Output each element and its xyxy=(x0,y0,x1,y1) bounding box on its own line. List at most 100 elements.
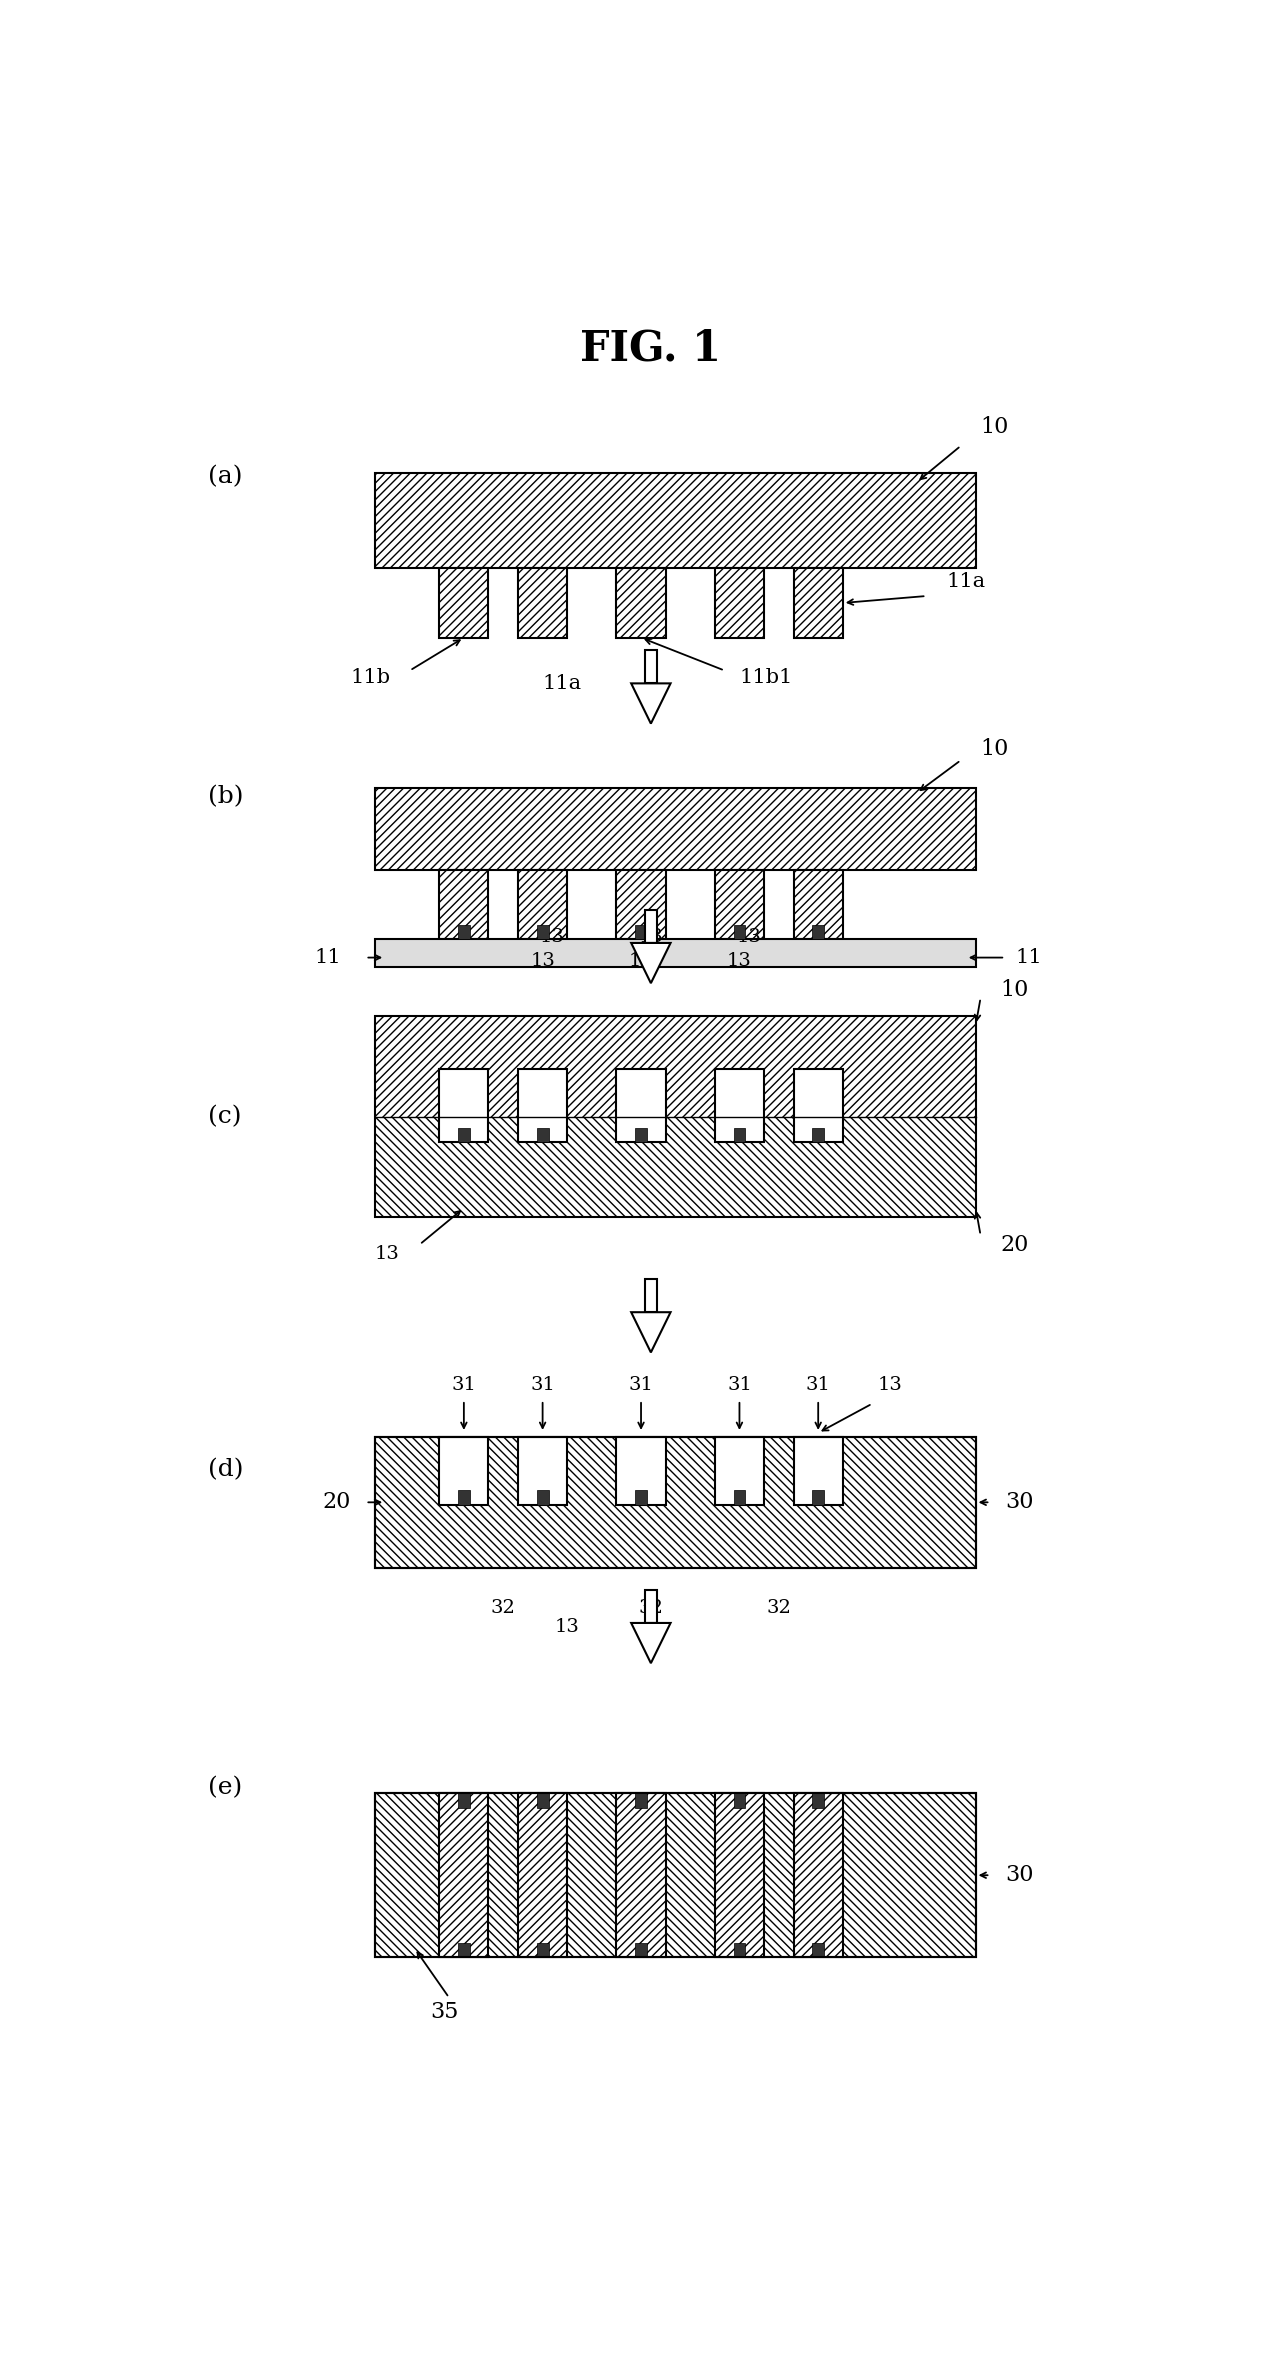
Text: 11b: 11b xyxy=(351,669,390,688)
Bar xyxy=(635,926,646,940)
Bar xyxy=(458,926,470,940)
Bar xyxy=(734,1792,745,1807)
Text: 13: 13 xyxy=(530,952,555,971)
Text: (d): (d) xyxy=(208,1458,244,1481)
Text: 30: 30 xyxy=(1006,1491,1034,1512)
Text: (a): (a) xyxy=(208,465,243,489)
Bar xyxy=(616,567,665,639)
Polygon shape xyxy=(631,684,671,724)
Bar xyxy=(537,1128,549,1142)
Bar xyxy=(715,567,765,639)
Bar xyxy=(715,1436,765,1505)
Bar xyxy=(645,1280,657,1313)
Text: 20: 20 xyxy=(1001,1234,1029,1256)
Bar xyxy=(813,1942,824,1959)
Bar xyxy=(616,1068,665,1142)
Text: 31: 31 xyxy=(530,1377,555,1394)
Bar xyxy=(734,1128,745,1142)
Bar xyxy=(734,926,745,940)
Text: 13: 13 xyxy=(540,928,565,947)
Text: 11: 11 xyxy=(314,947,340,966)
Bar xyxy=(794,1068,843,1142)
Text: 31: 31 xyxy=(805,1377,831,1394)
Bar xyxy=(715,869,765,940)
Bar xyxy=(439,869,489,940)
Text: 20: 20 xyxy=(323,1491,351,1512)
Bar xyxy=(439,567,489,639)
Bar xyxy=(794,567,843,639)
Text: 13: 13 xyxy=(375,1244,400,1263)
Text: 10: 10 xyxy=(980,415,1008,439)
Bar xyxy=(734,1942,745,1959)
Bar xyxy=(439,1792,489,1959)
Bar xyxy=(794,1436,843,1505)
Bar xyxy=(537,1792,549,1807)
Bar xyxy=(635,1792,646,1807)
Bar xyxy=(518,1068,568,1142)
Bar xyxy=(458,1942,470,1959)
Text: 13: 13 xyxy=(639,928,663,947)
Text: (e): (e) xyxy=(208,1776,243,1799)
Polygon shape xyxy=(631,1624,671,1664)
Text: 30: 30 xyxy=(1006,1864,1034,1887)
Text: 31: 31 xyxy=(726,1377,752,1394)
Bar xyxy=(537,1942,549,1959)
Text: FIG. 1: FIG. 1 xyxy=(580,328,721,370)
Text: 11a: 11a xyxy=(946,572,986,591)
Bar xyxy=(616,1792,665,1959)
Bar xyxy=(376,1016,975,1218)
Bar xyxy=(518,869,568,940)
Text: 11: 11 xyxy=(1015,947,1041,966)
Bar xyxy=(734,1491,745,1505)
Text: 10: 10 xyxy=(980,738,1008,760)
Text: 32: 32 xyxy=(490,1600,516,1617)
Bar xyxy=(715,1792,765,1959)
Bar xyxy=(635,1491,646,1505)
Text: 11a: 11a xyxy=(542,674,582,693)
Bar xyxy=(794,869,843,940)
Polygon shape xyxy=(631,942,671,983)
Bar xyxy=(518,1436,568,1505)
Text: 13: 13 xyxy=(629,952,654,971)
Bar xyxy=(518,1792,568,1959)
Polygon shape xyxy=(631,1313,671,1353)
Bar xyxy=(376,1792,975,1959)
Text: 31: 31 xyxy=(629,1377,654,1394)
Text: 13: 13 xyxy=(878,1377,902,1394)
Bar xyxy=(715,1068,765,1142)
Text: 13: 13 xyxy=(555,1617,579,1636)
Bar xyxy=(376,788,975,869)
Bar xyxy=(518,567,568,639)
Bar xyxy=(376,472,975,567)
Bar xyxy=(458,1792,470,1807)
Bar xyxy=(813,926,824,940)
Bar xyxy=(458,1491,470,1505)
Bar xyxy=(439,1436,489,1505)
Bar xyxy=(376,940,975,966)
Bar xyxy=(376,1116,975,1218)
Bar xyxy=(813,1128,824,1142)
Text: 32: 32 xyxy=(639,1600,663,1617)
Bar xyxy=(616,1436,665,1505)
Bar xyxy=(616,869,665,940)
Bar xyxy=(645,909,657,942)
Bar xyxy=(458,1128,470,1142)
Bar xyxy=(645,1591,657,1624)
Bar xyxy=(537,1491,549,1505)
Bar xyxy=(635,1128,646,1142)
Text: 11b1: 11b1 xyxy=(739,669,792,688)
Bar xyxy=(439,1068,489,1142)
Bar xyxy=(376,1436,975,1569)
Text: 31: 31 xyxy=(451,1377,476,1394)
Text: 32: 32 xyxy=(766,1600,791,1617)
Bar xyxy=(635,1942,646,1959)
Bar xyxy=(376,1792,975,1959)
Bar xyxy=(376,1436,975,1569)
Text: 35: 35 xyxy=(431,2001,458,2023)
Bar xyxy=(537,926,549,940)
Text: 10: 10 xyxy=(1001,980,1029,1002)
Bar xyxy=(376,1016,975,1116)
Text: 13: 13 xyxy=(726,952,752,971)
Bar xyxy=(813,1792,824,1807)
Text: (b): (b) xyxy=(208,786,244,807)
